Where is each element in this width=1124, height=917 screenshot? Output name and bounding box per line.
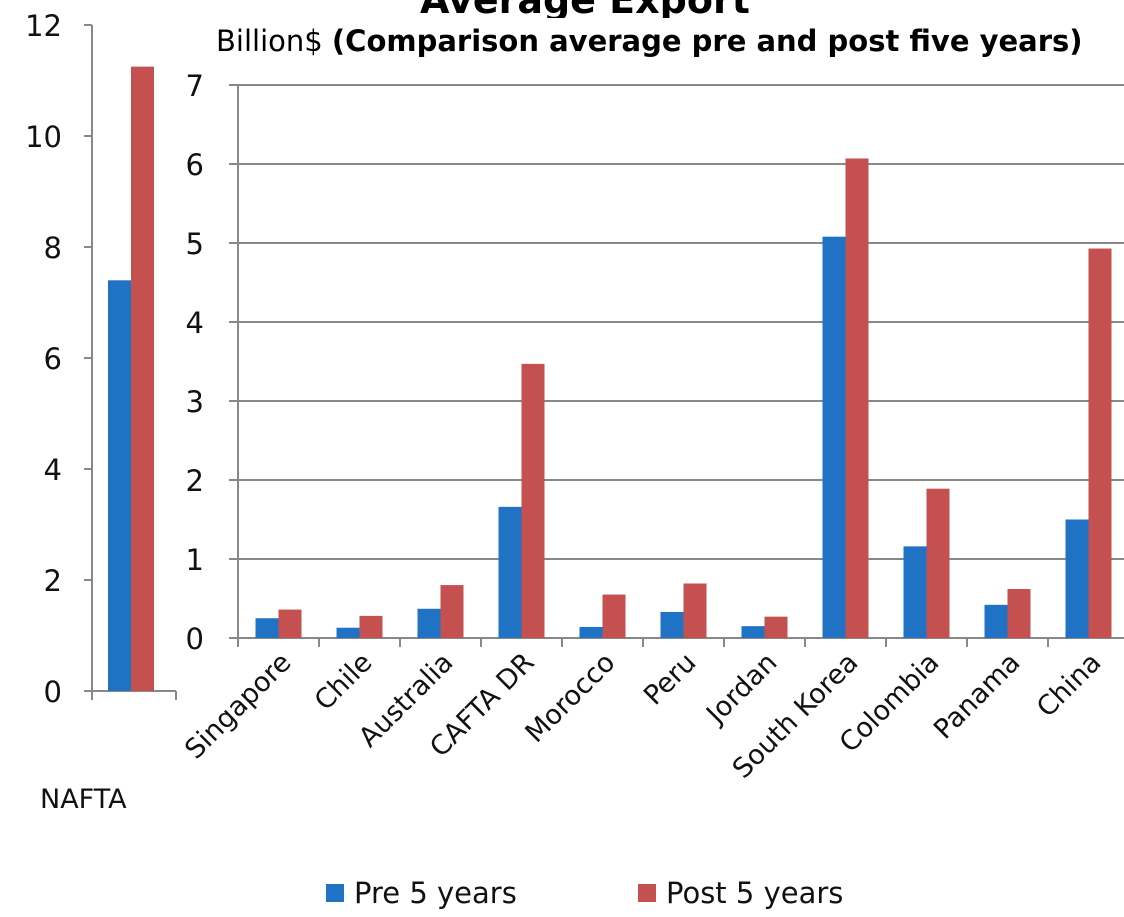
bar-pre-5-years-cafta-dr	[498, 506, 522, 638]
bar-pre-5-years-china	[1065, 519, 1089, 638]
bar-post-5-years-nafta	[131, 66, 154, 691]
x-label-singapore: Singapore	[179, 647, 297, 765]
bar-post-5-years-jordan	[764, 616, 788, 638]
bar-pre-5-years-colombia	[903, 546, 927, 638]
legend-item-pre: Pre 5 years	[326, 876, 517, 910]
nafta-y-tick-label: 8	[44, 231, 62, 265]
bar-pre-5-years-singapore	[255, 618, 279, 638]
main-bars	[255, 158, 1112, 638]
x-label-chile: Chile	[309, 647, 379, 717]
y-tick-label: 7	[186, 69, 204, 103]
bar-pre-5-years-morocco	[579, 626, 603, 638]
x-label-nafta: NAFTA	[40, 784, 127, 815]
nafta-bars	[108, 66, 154, 691]
bar-post-5-years-panama	[1007, 589, 1031, 638]
x-label-morocco: Morocco	[520, 647, 622, 749]
y-tick-label: 4	[186, 306, 204, 340]
bar-pre-5-years-australia	[417, 608, 441, 638]
nafta-y-tick-label: 4	[44, 453, 62, 487]
legend-item-post: Post 5 years	[638, 876, 843, 910]
y-tick-label: 6	[186, 148, 204, 182]
bar-post-5-years-south-korea	[845, 158, 869, 638]
nafta-y-tick-label: 12	[25, 9, 62, 43]
unit-label: Billion$	[216, 24, 323, 58]
main-gridlines	[238, 84, 1124, 560]
x-label-peru: Peru	[638, 647, 702, 711]
bar-pre-5-years-peru	[660, 611, 684, 638]
bar-post-5-years-cafta-dr	[521, 363, 545, 638]
nafta-y-tick-label: 6	[44, 342, 62, 376]
y-tick-label: 2	[186, 464, 204, 498]
bar-post-5-years-australia	[440, 585, 464, 638]
bar-post-5-years-chile	[359, 615, 383, 638]
bar-post-5-years-china	[1088, 248, 1112, 638]
y-tick-label: 1	[186, 543, 204, 577]
bar-pre-5-years-nafta	[108, 280, 131, 691]
main-y-axis: 0 1 2 3 4 5 6 7	[186, 69, 1124, 656]
chart-title-container: Average Export	[420, 0, 980, 18]
y-tick-label: 0	[186, 622, 204, 656]
chart-subtitle: Billion$ (Comparison average pre and pos…	[216, 24, 1083, 58]
bar-post-5-years-peru	[683, 583, 707, 638]
subtitle-text: (Comparison average pre and post five ye…	[331, 24, 1083, 58]
y-tick-label: 5	[186, 227, 204, 261]
bar-post-5-years-morocco	[602, 594, 626, 638]
nafta-y-tick-label: 10	[25, 120, 62, 154]
x-label-china: China	[1031, 647, 1107, 723]
legend-label-pre: Pre 5 years	[354, 876, 517, 910]
bar-post-5-years-singapore	[278, 609, 302, 638]
bar-pre-5-years-panama	[984, 604, 1008, 638]
nafta-y-tick-label: 2	[44, 564, 62, 598]
chart-title: Average Export	[420, 0, 750, 18]
x-label-panama: Panama	[928, 647, 1026, 745]
bar-pre-5-years-south-korea	[822, 236, 846, 638]
legend-label-post: Post 5 years	[666, 876, 844, 910]
legend-swatch-post	[638, 884, 656, 902]
bar-post-5-years-colombia	[926, 488, 950, 638]
legend-swatch-pre	[326, 884, 344, 902]
bar-pre-5-years-chile	[336, 627, 360, 638]
nafta-y-axis: 0 2 4 6 8 10 12	[25, 9, 177, 709]
y-tick-label: 3	[186, 385, 204, 419]
nafta-y-tick-label: 0	[44, 675, 62, 709]
bar-pre-5-years-jordan	[741, 626, 765, 638]
legend: Pre 5 years Post 5 years	[0, 876, 1124, 916]
